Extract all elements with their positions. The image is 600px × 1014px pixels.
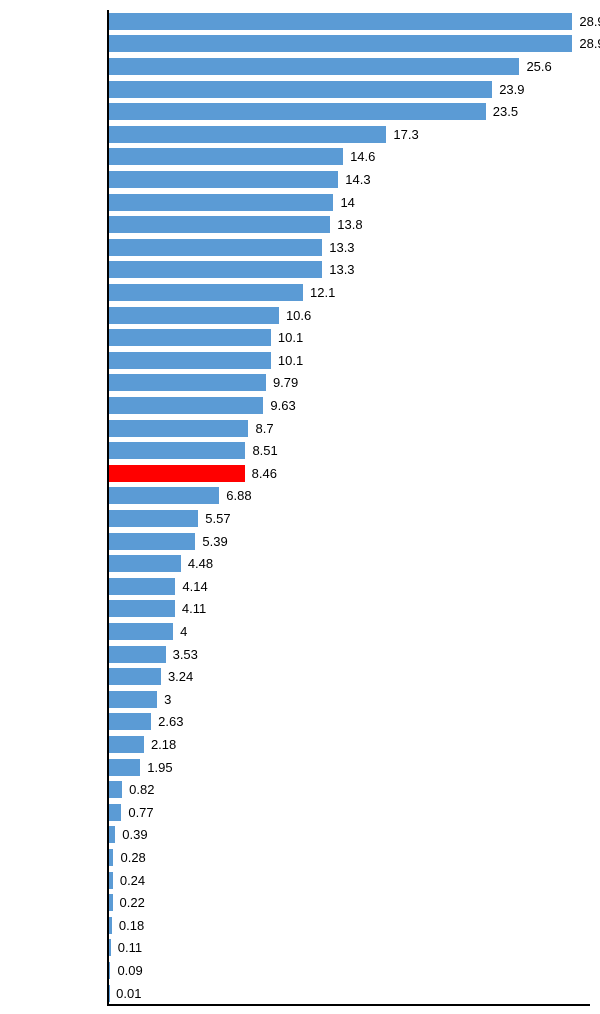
bar — [109, 691, 157, 708]
bar — [109, 623, 173, 640]
bar — [109, 781, 122, 798]
bar-value-label: 14.3 — [345, 172, 370, 187]
bar — [109, 849, 113, 866]
bar — [109, 194, 333, 211]
bar — [109, 555, 181, 572]
bar-value-label: 0.18 — [119, 918, 144, 933]
bar — [109, 35, 572, 52]
bar-value-label: 1.95 — [147, 760, 172, 775]
bar — [109, 103, 486, 120]
bar — [109, 239, 322, 256]
bar — [109, 81, 492, 98]
bar-value-label: 9.79 — [273, 375, 298, 390]
bar-value-label: 4.48 — [188, 556, 213, 571]
bar-value-label: 3.24 — [168, 669, 193, 684]
bar-value-label: 25.6 — [526, 59, 551, 74]
bar-chart: 28.9 28.9 25.623.9 23.5 17.3 14.6 14.3 14 13.8 13… — [0, 0, 600, 1014]
bar — [109, 713, 151, 730]
bar-value-label: 5.39 — [202, 534, 227, 549]
bar-value-label: 2.63 — [158, 714, 183, 729]
bar-value-label: 13.3 — [329, 262, 354, 277]
bar — [109, 397, 263, 414]
bar-value-label: 23.5 — [493, 104, 518, 119]
bar — [109, 668, 161, 685]
bar-value-label: 12.1 — [310, 285, 335, 300]
bar — [109, 374, 266, 391]
bar — [109, 962, 110, 979]
bar-value-label: 14 — [340, 195, 354, 210]
bar — [109, 917, 112, 934]
bar — [109, 600, 175, 617]
bar-value-label: 14.6 — [350, 149, 375, 164]
bar — [109, 126, 386, 143]
bar — [109, 804, 121, 821]
bar — [109, 284, 303, 301]
bar — [109, 578, 175, 595]
bar-value-label: 0.28 — [120, 850, 145, 865]
bar-value-label: 6.88 — [226, 488, 251, 503]
bar-value-label: 13.3 — [329, 240, 354, 255]
bar-value-label: 0.82 — [129, 782, 154, 797]
bar — [109, 939, 111, 956]
bar-value-label: 13.8 — [337, 217, 362, 232]
bar — [109, 646, 166, 663]
bar-value-label: 0.01 — [116, 986, 141, 1001]
bar-value-label: 4 — [180, 624, 187, 639]
bar — [109, 872, 113, 889]
bar — [109, 736, 144, 753]
bar-value-label: 17.3 — [393, 127, 418, 142]
bar-value-label: 10.1 — [278, 330, 303, 345]
bar — [109, 216, 330, 233]
bar-value-label: 23.9 — [499, 82, 524, 97]
bar-value-label: 4.11 — [182, 601, 206, 616]
bar-value-label: 3.53 — [173, 647, 198, 662]
bar-value-label: 9.63 — [270, 398, 295, 413]
bar — [109, 442, 245, 459]
bar — [109, 171, 338, 188]
bar-value-label: 0.11 — [118, 940, 142, 955]
bar — [109, 261, 322, 278]
bar — [109, 420, 248, 437]
bar — [109, 58, 519, 75]
bar — [109, 759, 140, 776]
x-axis — [107, 1004, 590, 1006]
bar-value-label: 8.51 — [252, 443, 277, 458]
bar-value-label: 10.6 — [286, 308, 311, 323]
bar-value-label: 2.18 — [151, 737, 176, 752]
bar-value-label: 0.77 — [128, 805, 153, 820]
bar — [109, 894, 113, 911]
bar — [109, 307, 279, 324]
bar-value-label: 28.9 — [579, 14, 600, 29]
bar — [109, 826, 115, 843]
bar — [109, 533, 195, 550]
bar — [109, 352, 271, 369]
bar — [109, 510, 198, 527]
bar-value-label: 0.24 — [120, 873, 145, 888]
bar — [109, 13, 572, 30]
bar-value-label: 0.22 — [120, 895, 145, 910]
bar-value-label: 0.09 — [117, 963, 142, 978]
bar — [109, 329, 271, 346]
bar — [109, 487, 219, 504]
bar-value-label: 4.14 — [182, 579, 207, 594]
bar-value-label: 5.57 — [205, 511, 230, 526]
bar-value-label: 0.39 — [122, 827, 147, 842]
bar — [109, 148, 343, 165]
bar-value-label: 28.9 — [579, 36, 600, 51]
bar-value-label: 3 — [164, 692, 171, 707]
bar-value-label: 8.7 — [255, 421, 273, 436]
bar-value-label: 8.46 — [252, 466, 277, 481]
bar — [109, 465, 245, 482]
bar-value-label: 10.1 — [278, 353, 303, 368]
